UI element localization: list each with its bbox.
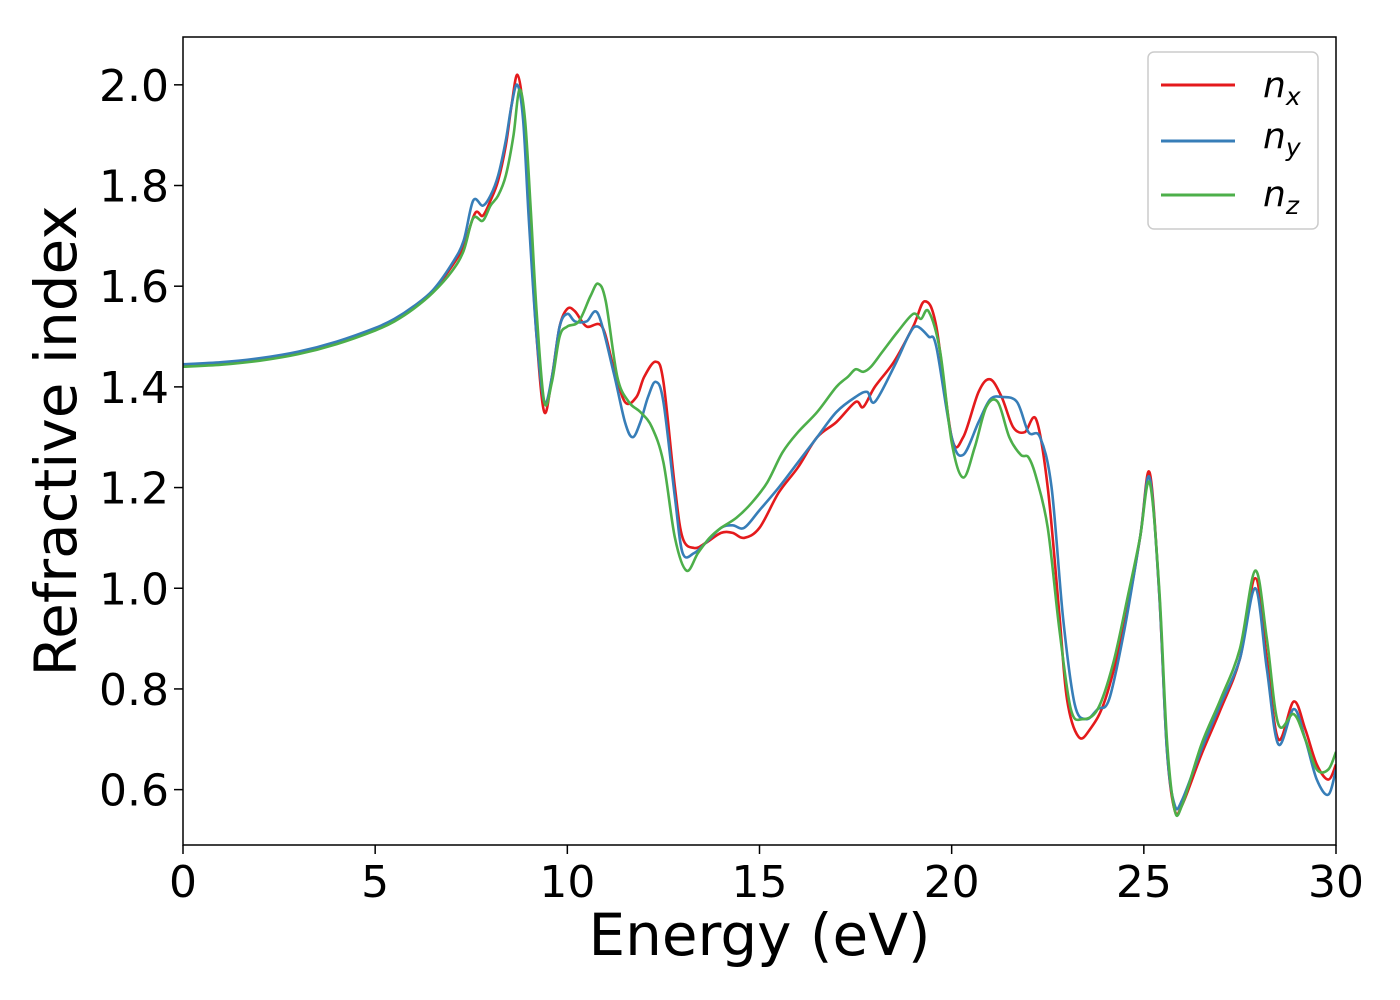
legend-label-nx: nx <box>1263 65 1301 111</box>
x-tick-label: 0 <box>169 857 197 908</box>
y-axis-title: Refractive index <box>22 205 90 676</box>
x-tick-label: 20 <box>924 857 980 908</box>
x-axis-title: Energy (eV) <box>588 901 930 969</box>
y-tick-label: 1.0 <box>99 564 169 615</box>
legend-label-ny: ny <box>1263 116 1302 162</box>
y-tick-label: 1.2 <box>99 464 169 515</box>
y-tick-label: 1.8 <box>99 162 169 213</box>
x-tick-label: 25 <box>1116 857 1172 908</box>
legend-label-nz-main: n <box>1263 174 1286 215</box>
y-tick-label: 0.8 <box>99 665 169 716</box>
y-tick-label: 2.0 <box>99 61 169 112</box>
x-tick-label: 5 <box>361 857 389 908</box>
x-tick-label: 10 <box>539 857 595 908</box>
x-tick-label: 30 <box>1308 857 1364 908</box>
legend-label-nz-sub: z <box>1285 191 1300 220</box>
legend-label-nx-sub: x <box>1285 82 1301 111</box>
legend-label-ny-main: n <box>1263 116 1286 157</box>
series-layer <box>183 73 1336 818</box>
legend-label-ny-sub: y <box>1285 133 1302 162</box>
y-tick-label: 0.6 <box>99 766 169 817</box>
y-tick-label: 1.6 <box>99 262 169 313</box>
legend: nx ny nz <box>1147 51 1319 230</box>
series-line-nz <box>183 88 1336 818</box>
legend-label-nz: nz <box>1263 174 1300 220</box>
legend-label-nx-main: n <box>1263 65 1286 106</box>
x-tick-label: 15 <box>732 857 788 908</box>
y-tick-label: 1.4 <box>99 363 169 414</box>
ticks-layer: 0 5 10 15 20 25 30 0.6 0.8 1.0 1.2 1.4 1.6 1.8 2.0 <box>99 61 1364 908</box>
